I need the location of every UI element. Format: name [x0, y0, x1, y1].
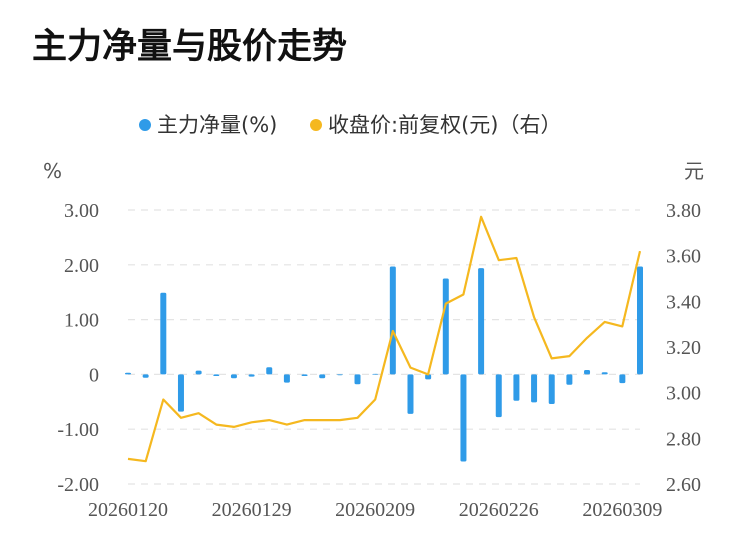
main-net-bar: [213, 374, 220, 377]
legend: 主力净量(%) 收盘价:前复权(元)（右）: [139, 113, 561, 137]
main-net-bar: [637, 266, 643, 375]
left-tick-label: 0: [89, 364, 99, 386]
main-net-bar: [142, 374, 149, 378]
main-net-bars: [125, 266, 643, 462]
legend-label-main-net: 主力净量(%): [157, 113, 277, 137]
main-net-bar: [248, 374, 255, 377]
legend-label-close-price: 收盘价:前复权(元)（右）: [328, 113, 561, 137]
left-tick-label: -2.00: [57, 474, 99, 496]
right-tick-label: 3.80: [666, 200, 701, 222]
x-tick-label: 20260226: [459, 499, 539, 521]
main-net-bar: [460, 374, 467, 462]
left-tick-label: 2.00: [64, 255, 99, 277]
legend-swatch-close-price: [310, 119, 322, 131]
left-tick-label: 1.00: [64, 310, 99, 332]
x-axis-ticks: 20260120 20260129 20260209 20260226 20260309: [88, 499, 662, 521]
x-tick-label: 20260309: [582, 499, 662, 521]
grid-lines: [128, 209, 640, 485]
main-net-bar: [336, 374, 343, 376]
left-tick-label: -1.00: [57, 419, 99, 441]
x-tick-label: 20260209: [335, 499, 415, 521]
main-net-bar: [301, 374, 308, 377]
main-net-bar: [548, 374, 555, 404]
main-net-bar: [389, 266, 396, 375]
x-tick-label: 20260129: [212, 499, 292, 521]
main-net-bar: [495, 374, 502, 418]
main-net-bar: [566, 374, 573, 385]
x-tick-label: 20260120: [88, 499, 168, 521]
right-axis-unit: 元: [684, 159, 704, 183]
main-net-bar: [619, 374, 626, 384]
main-net-bar: [195, 370, 202, 375]
main-net-bar: [425, 374, 432, 380]
main-net-bar: [319, 374, 326, 379]
main-net-bar: [478, 268, 485, 375]
right-tick-label: 3.40: [666, 291, 701, 313]
main-net-bar: [584, 370, 591, 375]
main-net-bar: [513, 374, 520, 401]
close-price-line: [127, 215, 642, 463]
main-net-bar: [407, 374, 414, 414]
right-tick-label: 3.00: [666, 383, 701, 405]
close-price-line-group: [127, 215, 642, 463]
left-axis-unit: %: [43, 159, 62, 183]
right-tick-label: 2.80: [666, 428, 701, 450]
main-net-bar: [442, 278, 449, 375]
chart-title: 主力净量与股价走势: [32, 27, 348, 67]
left-tick-label: 3.00: [64, 200, 99, 222]
main-net-bar: [601, 372, 608, 375]
main-net-bar: [283, 374, 290, 383]
main-net-bar: [177, 374, 184, 412]
right-axis-ticks: 3.80 3.60 3.40 3.20 3.00 2.80 2.60: [666, 200, 701, 496]
right-tick-label: 3.20: [666, 337, 701, 359]
main-net-bar: [372, 373, 379, 375]
right-tick-label: 2.60: [666, 474, 701, 496]
right-tick-label: 3.60: [666, 246, 701, 268]
legend-swatch-main-net: [139, 119, 151, 131]
main-net-bar: [125, 372, 131, 375]
main-net-bar: [531, 374, 538, 403]
main-net-bar: [160, 292, 167, 375]
main-net-bar: [230, 374, 237, 379]
left-axis-ticks: 3.00 2.00 1.00 0 -1.00 -2.00: [57, 200, 99, 496]
main-net-bar: [266, 367, 273, 375]
main-net-bar: [354, 374, 361, 385]
